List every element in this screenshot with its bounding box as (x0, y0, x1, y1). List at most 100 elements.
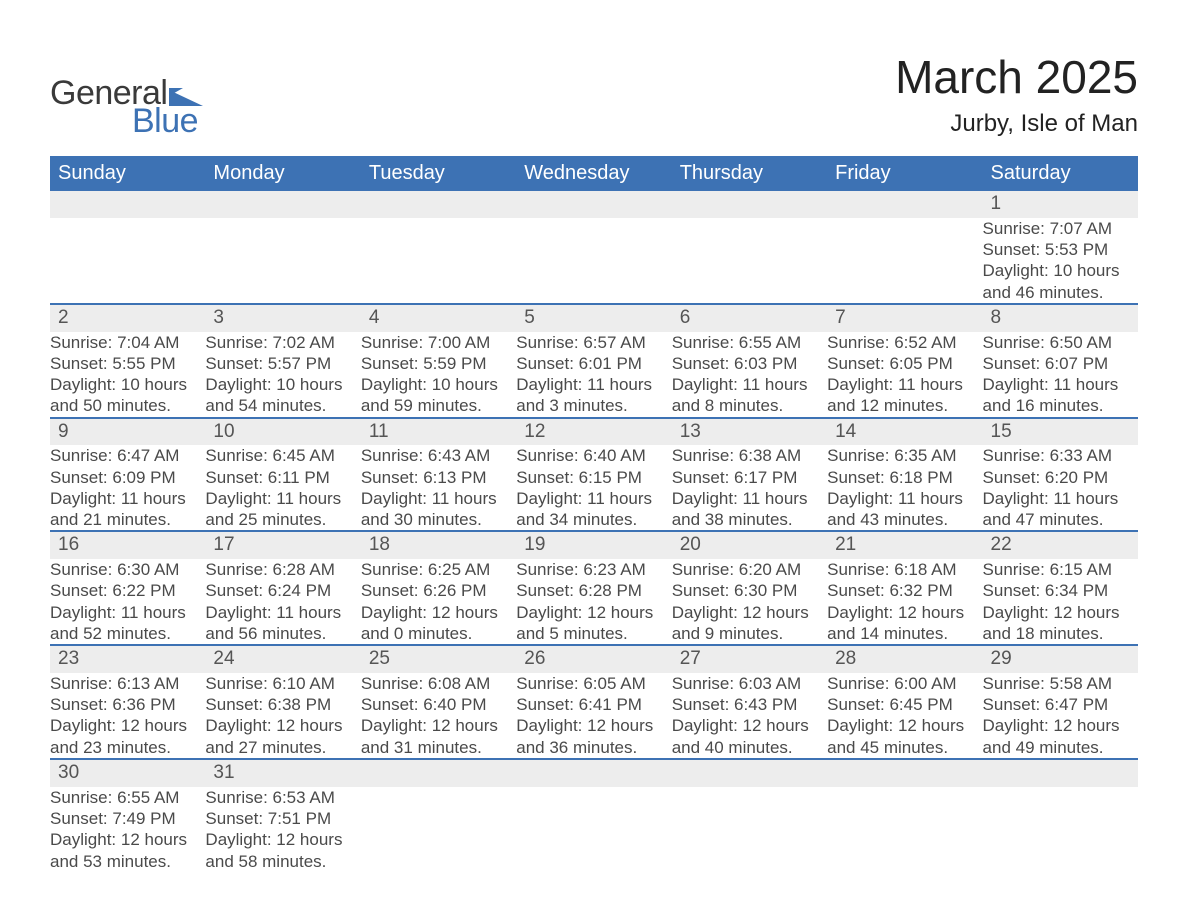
day-number: 24 (205, 646, 360, 673)
logo: General Blue (50, 76, 203, 138)
daylight-line: Daylight: 12 hours and 23 minutes. (50, 715, 205, 758)
day-details-cell: Sunrise: 6:57 AMSunset: 6:01 PMDaylight:… (516, 332, 671, 418)
sunrise-line: Sunrise: 6:50 AM (983, 332, 1138, 353)
daylight-line: Daylight: 11 hours and 47 minutes. (983, 488, 1138, 531)
day-number-cell: 10 (205, 418, 360, 446)
daylight-line: Daylight: 12 hours and 45 minutes. (827, 715, 982, 758)
sunrise-line: Sunrise: 6:08 AM (361, 673, 516, 694)
details-row: Sunrise: 7:07 AMSunset: 5:53 PMDaylight:… (50, 218, 1138, 304)
weekday-header: Tuesday (361, 156, 516, 191)
sunset-line: Sunset: 6:11 PM (205, 467, 360, 488)
day-number-cell: 15 (983, 418, 1138, 446)
day-details-cell: Sunrise: 7:04 AMSunset: 5:55 PMDaylight:… (50, 332, 205, 418)
daylight-line: Daylight: 12 hours and 0 minutes. (361, 602, 516, 645)
day-number: 3 (205, 305, 360, 332)
day-number-cell: 16 (50, 531, 205, 559)
day-number: 28 (827, 646, 982, 673)
day-details-cell (516, 787, 671, 872)
daylight-line: Daylight: 12 hours and 58 minutes. (205, 829, 360, 872)
sunrise-line: Sunrise: 7:04 AM (50, 332, 205, 353)
sunrise-line: Sunrise: 6:57 AM (516, 332, 671, 353)
daylight-line: Daylight: 10 hours and 54 minutes. (205, 374, 360, 417)
daylight-line: Daylight: 10 hours and 59 minutes. (361, 374, 516, 417)
daylight-line: Daylight: 11 hours and 30 minutes. (361, 488, 516, 531)
sunset-line: Sunset: 6:24 PM (205, 580, 360, 601)
day-number-cell: 28 (827, 645, 982, 673)
daynum-row: 3031 (50, 759, 1138, 787)
sunrise-line: Sunrise: 6:35 AM (827, 445, 982, 466)
sunset-line: Sunset: 6:17 PM (672, 467, 827, 488)
day-number-cell: 18 (361, 531, 516, 559)
day-details-cell: Sunrise: 6:15 AMSunset: 6:34 PMDaylight:… (983, 559, 1138, 645)
day-number: 16 (50, 532, 205, 559)
daylight-line: Daylight: 11 hours and 3 minutes. (516, 374, 671, 417)
day-number: 17 (205, 532, 360, 559)
daylight-line: Daylight: 11 hours and 12 minutes. (827, 374, 982, 417)
day-number-cell: 2 (50, 304, 205, 332)
details-row: Sunrise: 6:30 AMSunset: 6:22 PMDaylight:… (50, 559, 1138, 645)
daylight-line: Daylight: 12 hours and 5 minutes. (516, 602, 671, 645)
day-number: 31 (205, 760, 360, 787)
weekday-header: Sunday (50, 156, 205, 191)
daylight-line: Daylight: 11 hours and 38 minutes. (672, 488, 827, 531)
sunset-line: Sunset: 6:38 PM (205, 694, 360, 715)
day-number: 15 (983, 419, 1138, 446)
day-details-cell: Sunrise: 6:45 AMSunset: 6:11 PMDaylight:… (205, 445, 360, 531)
day-details-cell: Sunrise: 7:07 AMSunset: 5:53 PMDaylight:… (983, 218, 1138, 304)
daylight-line: Daylight: 11 hours and 43 minutes. (827, 488, 982, 531)
day-details-cell: Sunrise: 6:53 AMSunset: 7:51 PMDaylight:… (205, 787, 360, 872)
day-number-cell: 31 (205, 759, 360, 787)
sunrise-line: Sunrise: 6:28 AM (205, 559, 360, 580)
sunset-line: Sunset: 6:01 PM (516, 353, 671, 374)
daylight-line: Daylight: 12 hours and 36 minutes. (516, 715, 671, 758)
sunrise-line: Sunrise: 6:10 AM (205, 673, 360, 694)
day-details-cell: Sunrise: 6:13 AMSunset: 6:36 PMDaylight:… (50, 673, 205, 759)
day-number-cell (516, 759, 671, 787)
daylight-line: Daylight: 12 hours and 31 minutes. (361, 715, 516, 758)
day-number-cell (672, 191, 827, 218)
sunset-line: Sunset: 6:36 PM (50, 694, 205, 715)
sunrise-line: Sunrise: 6:43 AM (361, 445, 516, 466)
day-number-cell: 23 (50, 645, 205, 673)
details-row: Sunrise: 7:04 AMSunset: 5:55 PMDaylight:… (50, 332, 1138, 418)
day-details-cell: Sunrise: 6:33 AMSunset: 6:20 PMDaylight:… (983, 445, 1138, 531)
sunset-line: Sunset: 6:09 PM (50, 467, 205, 488)
day-number: 11 (361, 419, 516, 446)
day-details-cell: Sunrise: 6:50 AMSunset: 6:07 PMDaylight:… (983, 332, 1138, 418)
sunrise-line: Sunrise: 6:55 AM (50, 787, 205, 808)
weekday-header-row: Sunday Monday Tuesday Wednesday Thursday… (50, 156, 1138, 191)
sunset-line: Sunset: 6:22 PM (50, 580, 205, 601)
sunrise-line: Sunrise: 6:45 AM (205, 445, 360, 466)
day-number: 20 (672, 532, 827, 559)
sunset-line: Sunset: 6:43 PM (672, 694, 827, 715)
sunrise-line: Sunrise: 6:15 AM (983, 559, 1138, 580)
daylight-line: Daylight: 10 hours and 50 minutes. (50, 374, 205, 417)
sunset-line: Sunset: 6:41 PM (516, 694, 671, 715)
day-details-cell (983, 787, 1138, 872)
day-number: 18 (361, 532, 516, 559)
day-number-cell (50, 191, 205, 218)
day-number-cell: 17 (205, 531, 360, 559)
day-number: 25 (361, 646, 516, 673)
daylight-line: Daylight: 12 hours and 9 minutes. (672, 602, 827, 645)
day-number-cell (516, 191, 671, 218)
sunset-line: Sunset: 5:57 PM (205, 353, 360, 374)
sunset-line: Sunset: 6:13 PM (361, 467, 516, 488)
sunset-line: Sunset: 7:49 PM (50, 808, 205, 829)
day-details-cell (516, 218, 671, 304)
day-number-cell: 24 (205, 645, 360, 673)
daylight-line: Daylight: 11 hours and 8 minutes. (672, 374, 827, 417)
day-number-cell: 26 (516, 645, 671, 673)
details-row: Sunrise: 6:55 AMSunset: 7:49 PMDaylight:… (50, 787, 1138, 872)
daylight-line: Daylight: 12 hours and 49 minutes. (983, 715, 1138, 758)
day-number-cell: 7 (827, 304, 982, 332)
day-details-cell (361, 787, 516, 872)
day-details-cell (50, 218, 205, 304)
sunrise-line: Sunrise: 7:07 AM (983, 218, 1138, 239)
day-number-cell: 4 (361, 304, 516, 332)
sunset-line: Sunset: 6:28 PM (516, 580, 671, 601)
day-number: 9 (50, 419, 205, 446)
sunrise-line: Sunrise: 6:40 AM (516, 445, 671, 466)
sunrise-line: Sunrise: 5:58 AM (983, 673, 1138, 694)
day-number-cell: 13 (672, 418, 827, 446)
